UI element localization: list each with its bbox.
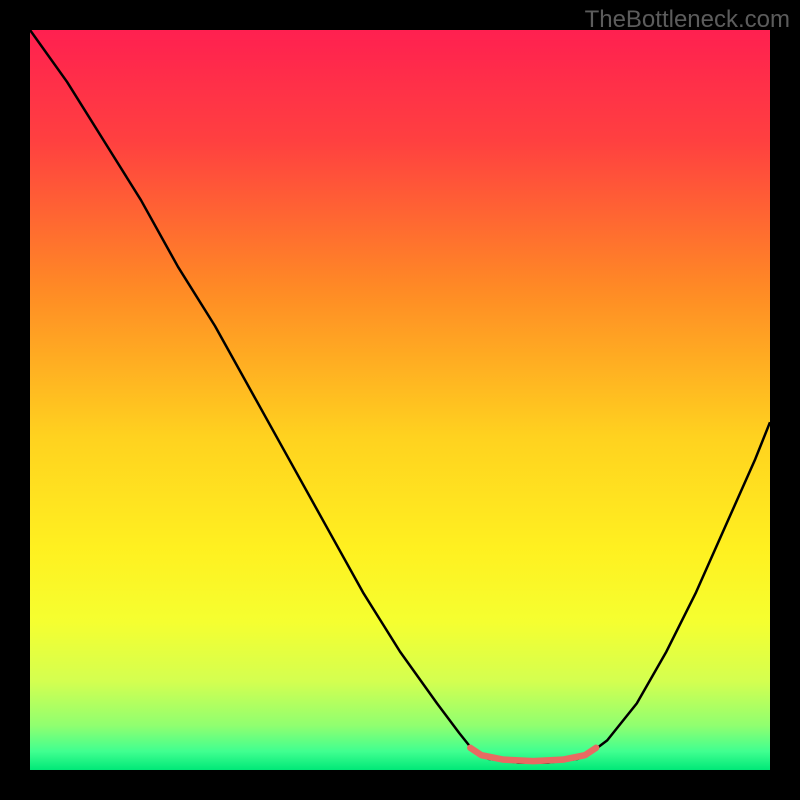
source-watermark: TheBottleneck.com	[585, 6, 790, 34]
bottleneck-chart	[0, 0, 800, 800]
chart-stage: TheBottleneck.com	[0, 0, 800, 800]
plot-background	[30, 30, 770, 770]
